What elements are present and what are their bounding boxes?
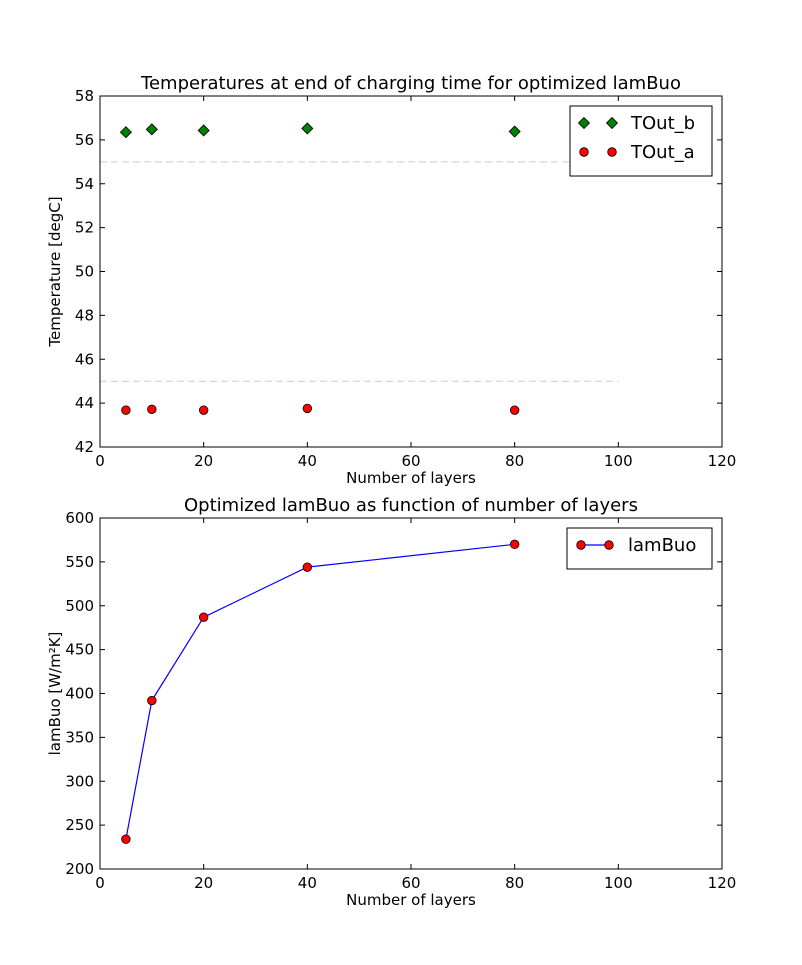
legend-marker	[605, 116, 619, 130]
x-axis-label: Number of layers	[346, 891, 476, 909]
data-point	[121, 834, 131, 844]
x-tick-label: 120	[708, 452, 737, 470]
y-tick-label: 54	[75, 175, 94, 193]
y-tick-label: 46	[75, 350, 94, 368]
x-tick-label: 40	[298, 874, 317, 892]
x-axis-label: Number of layers	[346, 469, 476, 487]
legend-label: lamBuo	[628, 535, 696, 556]
y-tick-label: 250	[65, 816, 94, 834]
x-tick-label: 80	[505, 452, 524, 470]
chart-title: Temperatures at end of charging time for…	[140, 73, 681, 94]
data-point	[198, 612, 209, 622]
data-point	[147, 695, 157, 706]
y-tick-label: 44	[75, 394, 94, 412]
data-point	[197, 124, 210, 137]
temperature-chart: Temperatures at end of charging time for…	[46, 73, 736, 487]
y-tick-label: 200	[65, 860, 94, 878]
data-point	[508, 125, 521, 138]
x-tick-label: 60	[401, 452, 420, 470]
x-tick-label: 100	[604, 874, 633, 892]
data-point	[147, 404, 157, 414]
y-tick-label: 500	[65, 597, 94, 615]
y-axis-label: lamBuo [W/m²K]	[46, 632, 64, 756]
x-tick-label: 20	[194, 452, 213, 470]
y-tick-label: 350	[65, 728, 94, 746]
legend: TOut_b TOut_a	[569, 105, 713, 177]
data-point	[509, 539, 520, 550]
legend-marker	[577, 116, 591, 130]
axes-frame	[99, 95, 723, 448]
y-tick-label: 550	[65, 553, 94, 571]
y-tick-label: 42	[75, 438, 94, 456]
lambuo-chart: Optimized lamBuo as function of number o…	[46, 495, 736, 909]
legend-marker	[604, 540, 614, 550]
legend-marker	[576, 540, 586, 550]
x-tick-label: 0	[95, 874, 105, 892]
y-tick-label: 450	[65, 641, 94, 659]
series-line	[125, 543, 515, 840]
x-tick-label: 40	[298, 452, 317, 470]
y-tick-label: 600	[65, 509, 94, 527]
y-tick-label: 58	[75, 87, 94, 105]
x-tick-label: 80	[505, 874, 524, 892]
y-tick-label: 300	[65, 772, 94, 790]
data-point	[302, 403, 313, 414]
data-point	[509, 405, 520, 415]
data-point	[198, 405, 209, 415]
legend-label: TOut_a	[630, 142, 695, 163]
y-tick-label: 50	[75, 263, 94, 281]
y-tick-label: 48	[75, 306, 94, 324]
legend-box	[566, 527, 713, 570]
legend-marker	[607, 147, 617, 157]
data-point	[121, 405, 131, 415]
data-point	[145, 123, 158, 136]
y-tick-label: 52	[75, 219, 94, 237]
y-axis-label: Temperature [degC]	[46, 196, 64, 347]
x-tick-label: 60	[401, 874, 420, 892]
y-tick-label: 56	[75, 131, 94, 149]
legend-box	[569, 105, 713, 177]
x-tick-label: 20	[194, 874, 213, 892]
data-point	[119, 126, 132, 139]
legend: lamBuo	[566, 527, 713, 570]
x-tick-label: 100	[604, 452, 633, 470]
data-point	[301, 122, 314, 135]
x-tick-label: 0	[95, 452, 105, 470]
chart-title: Optimized lamBuo as function of number o…	[184, 495, 638, 516]
y-tick-label: 400	[65, 685, 94, 703]
axes-frame	[99, 517, 723, 870]
x-tick-label: 120	[708, 874, 737, 892]
data-point	[302, 562, 313, 572]
legend-label: TOut_b	[630, 113, 695, 134]
legend-marker	[579, 147, 589, 157]
